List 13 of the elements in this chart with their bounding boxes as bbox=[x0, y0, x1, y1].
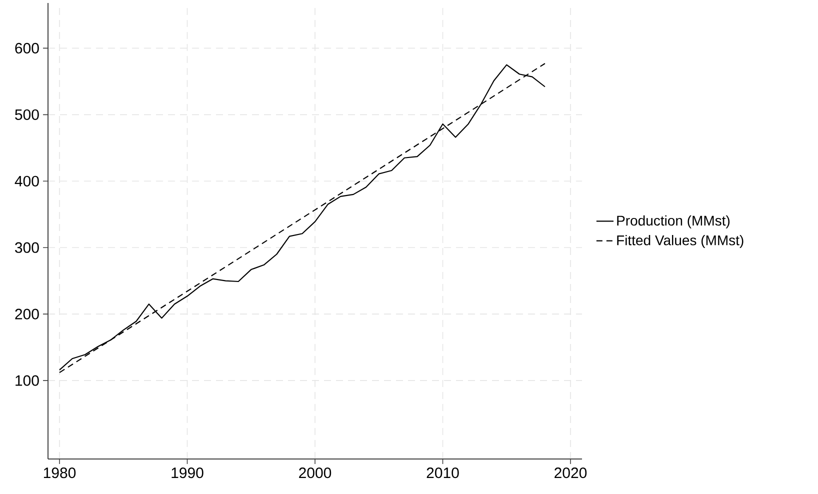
x-tick-label: 2020 bbox=[554, 468, 587, 478]
x-tick-label: 2000 bbox=[299, 468, 332, 478]
y-tick-label: 400 bbox=[14, 176, 39, 186]
y-tick-label: 300 bbox=[15, 242, 39, 253]
y-tick-label: 600 bbox=[15, 42, 39, 54]
y-tick-label: 500 bbox=[15, 109, 39, 120]
legend-label: Fitted Values (MMst) bbox=[617, 234, 744, 248]
y-tick-label: 200 bbox=[15, 308, 39, 320]
x-tick-label: 1980 bbox=[44, 468, 76, 478]
y-tick-label: 100 bbox=[16, 375, 39, 386]
legend-label: Production (MMst) bbox=[617, 215, 730, 228]
x-tick-label: 1990 bbox=[172, 468, 204, 478]
x-tick-label: 2010 bbox=[426, 468, 459, 478]
